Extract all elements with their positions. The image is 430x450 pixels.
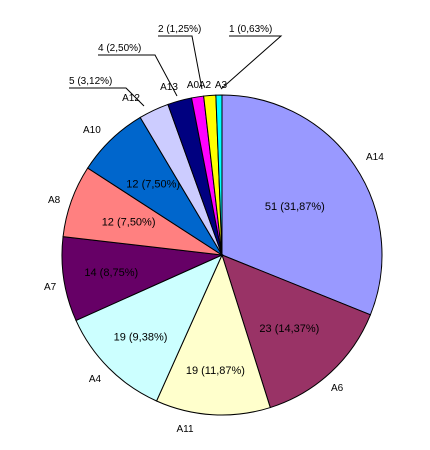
slice-a3	[215, 94, 223, 256]
slice-a6	[221, 254, 372, 409]
value-label-a14: 51 (31,87%)	[265, 201, 325, 213]
category-label-a13: A13	[160, 82, 178, 93]
slice-a4	[75, 254, 223, 402]
value-label-a0: 2 (1,25%)	[158, 24, 201, 35]
pie-labels: A14 51 (31,87%) A6 23 (14,37%) A11 19 (11,87%…	[44, 24, 384, 435]
category-label-a10: A10	[83, 125, 101, 136]
category-label-a3: A3	[215, 80, 228, 91]
slice-a7	[61, 236, 224, 322]
value-label-a6: 23 (14,37%)	[259, 323, 319, 335]
category-label-a6: A6	[331, 383, 344, 394]
value-label-a4: 19 (9,38%)	[114, 332, 168, 344]
slice-a14	[221, 94, 383, 316]
leader-line-a12	[69, 87, 145, 107]
category-label-a2: A2	[199, 80, 212, 91]
slice-a11	[155, 253, 271, 416]
value-label-a10: 12 (7,50%)	[126, 179, 180, 191]
leader-line-a13	[98, 54, 178, 97]
value-label-a12: 5 (3,12%)	[69, 76, 112, 87]
value-label-a3: 1 (0,63%)	[229, 24, 272, 35]
category-label-a14: A14	[366, 152, 384, 163]
pie-slices	[61, 94, 383, 416]
category-label-a11: A11	[176, 424, 193, 435]
value-label-a7: 14 (8,75%)	[84, 267, 138, 279]
value-label-a8: 12 (7,50%)	[102, 217, 156, 229]
category-label-a0: A0	[187, 80, 200, 91]
category-label-a8: A8	[48, 195, 61, 206]
value-label-a13: 4 (2,50%)	[98, 43, 141, 54]
category-label-a12: A12	[122, 93, 140, 104]
leader-line-a0	[158, 35, 203, 90]
category-label-a4: A4	[89, 374, 102, 385]
value-label-a11: 19 (11,87%)	[186, 365, 245, 377]
category-label-a7: A7	[44, 282, 57, 293]
leader-line-a3	[220, 35, 283, 90]
